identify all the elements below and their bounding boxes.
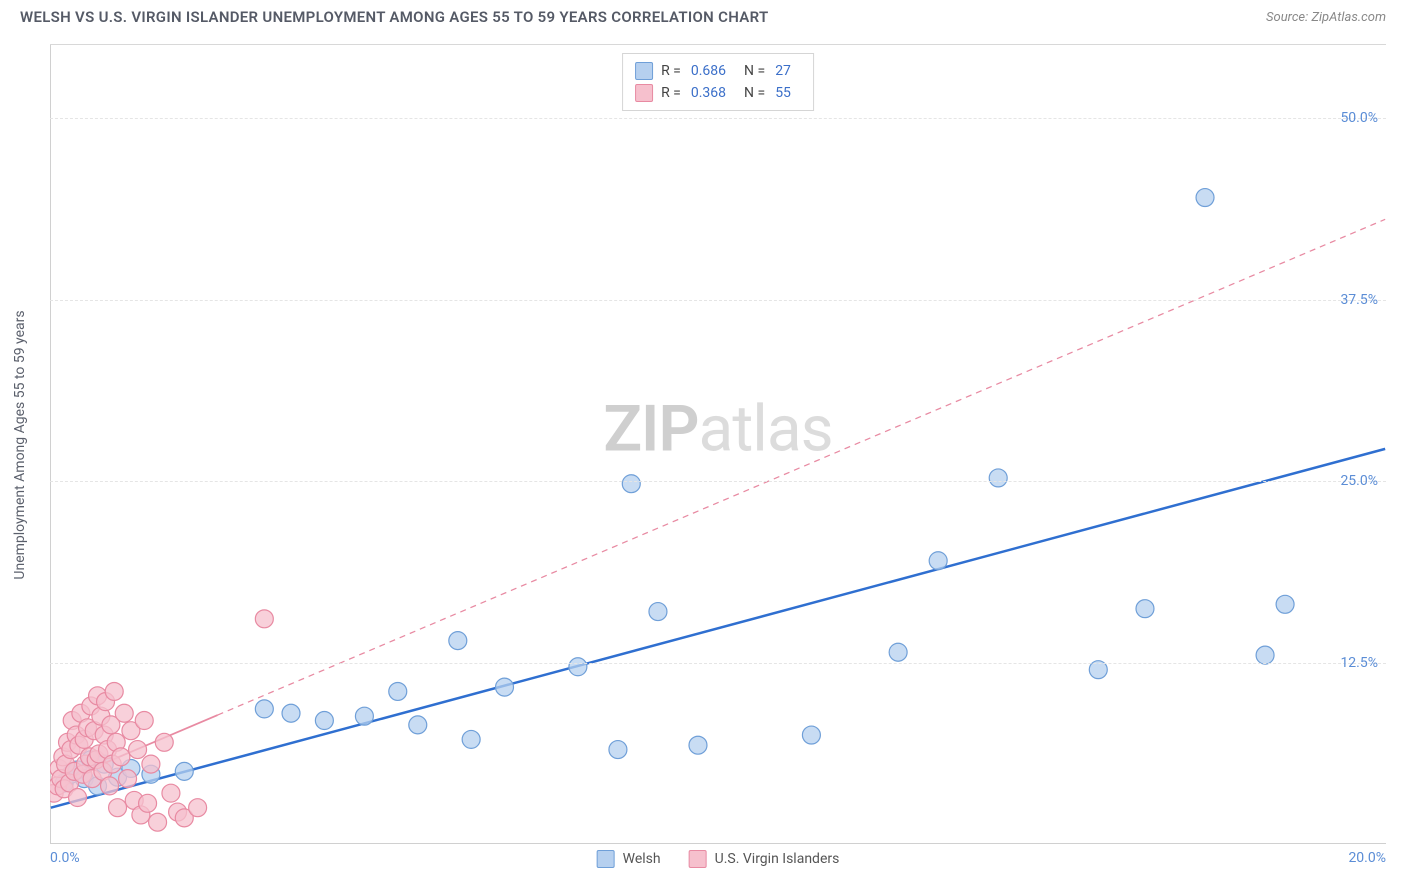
legend-row-usvi: R = 0.368 N = 55 xyxy=(635,82,801,104)
data-point xyxy=(129,741,147,759)
y-tick-label: 25.0% xyxy=(1340,473,1378,489)
data-point xyxy=(315,712,333,730)
data-point xyxy=(1256,646,1274,664)
data-point xyxy=(139,794,157,812)
legend-item-usvi: U.S. Virgin Islanders xyxy=(689,850,840,868)
legend-label-welsh: Welsh xyxy=(623,851,661,867)
data-point xyxy=(355,707,373,725)
n-label: N = xyxy=(744,85,765,101)
data-point xyxy=(255,700,273,718)
r-value-welsh: 0.686 xyxy=(691,63,726,79)
data-point xyxy=(69,789,87,807)
data-point xyxy=(1276,595,1294,613)
trend-line-dashed xyxy=(218,219,1386,715)
r-value-usvi: 0.368 xyxy=(691,85,726,101)
data-point xyxy=(189,799,207,817)
legend-correlation: R = 0.686 N = 27 R = 0.368 N = 55 xyxy=(622,53,814,111)
data-point xyxy=(162,784,180,802)
chart-header: WELSH VS U.S. VIRGIN ISLANDER UNEMPLOYME… xyxy=(0,0,1406,30)
swatch-welsh xyxy=(597,850,615,868)
legend-row-welsh: R = 0.686 N = 27 xyxy=(635,60,801,82)
swatch-usvi xyxy=(635,84,653,102)
data-point xyxy=(101,777,119,795)
gridline xyxy=(50,118,1386,119)
data-point xyxy=(569,658,587,676)
x-tick-label: 20.0% xyxy=(1348,850,1386,866)
data-point xyxy=(282,704,300,722)
data-point xyxy=(112,748,130,766)
swatch-usvi xyxy=(689,850,707,868)
data-point xyxy=(802,726,820,744)
gridline xyxy=(50,300,1386,301)
r-label: R = xyxy=(661,85,681,101)
legend-item-welsh: Welsh xyxy=(597,850,661,868)
data-point xyxy=(649,603,667,621)
chart-area: Unemployment Among Ages 55 to 59 years Z… xyxy=(50,44,1386,844)
data-point xyxy=(105,682,123,700)
data-point xyxy=(409,716,427,734)
swatch-welsh xyxy=(635,62,653,80)
y-tick-label: 50.0% xyxy=(1340,110,1378,126)
data-point xyxy=(135,712,153,730)
chart-title: WELSH VS U.S. VIRGIN ISLANDER UNEMPLOYME… xyxy=(20,8,768,26)
gridline xyxy=(50,663,1386,664)
data-point xyxy=(1136,600,1154,618)
data-point xyxy=(622,475,640,493)
y-axis-label: Unemployment Among Ages 55 to 59 years xyxy=(12,310,28,579)
y-tick-label: 12.5% xyxy=(1340,655,1378,671)
legend-label-usvi: U.S. Virgin Islanders xyxy=(715,851,840,867)
data-point xyxy=(609,741,627,759)
data-point xyxy=(115,704,133,722)
n-label: N = xyxy=(744,63,765,79)
data-point xyxy=(255,610,273,628)
data-point xyxy=(119,770,137,788)
data-point xyxy=(175,762,193,780)
data-point xyxy=(142,755,160,773)
source-prefix: Source: xyxy=(1266,10,1311,25)
gridline xyxy=(50,481,1386,482)
legend-series: Welsh U.S. Virgin Islanders xyxy=(597,850,840,868)
data-point xyxy=(389,682,407,700)
n-value-usvi: 55 xyxy=(775,85,791,101)
source-name: ZipAtlas.com xyxy=(1311,10,1386,25)
data-point xyxy=(989,469,1007,487)
data-point xyxy=(109,799,127,817)
y-tick-label: 37.5% xyxy=(1340,292,1378,308)
data-point xyxy=(929,552,947,570)
data-point xyxy=(462,730,480,748)
chart-source: Source: ZipAtlas.com xyxy=(1266,10,1386,25)
data-point xyxy=(155,733,173,751)
data-point xyxy=(449,632,467,650)
data-point xyxy=(689,736,707,754)
data-point xyxy=(889,643,907,661)
data-point xyxy=(496,678,514,696)
scatter-plot xyxy=(50,45,1386,844)
data-point xyxy=(1196,189,1214,207)
data-point xyxy=(149,813,167,831)
n-value-welsh: 27 xyxy=(775,63,791,79)
x-tick-label: 0.0% xyxy=(50,850,80,866)
r-label: R = xyxy=(661,63,681,79)
